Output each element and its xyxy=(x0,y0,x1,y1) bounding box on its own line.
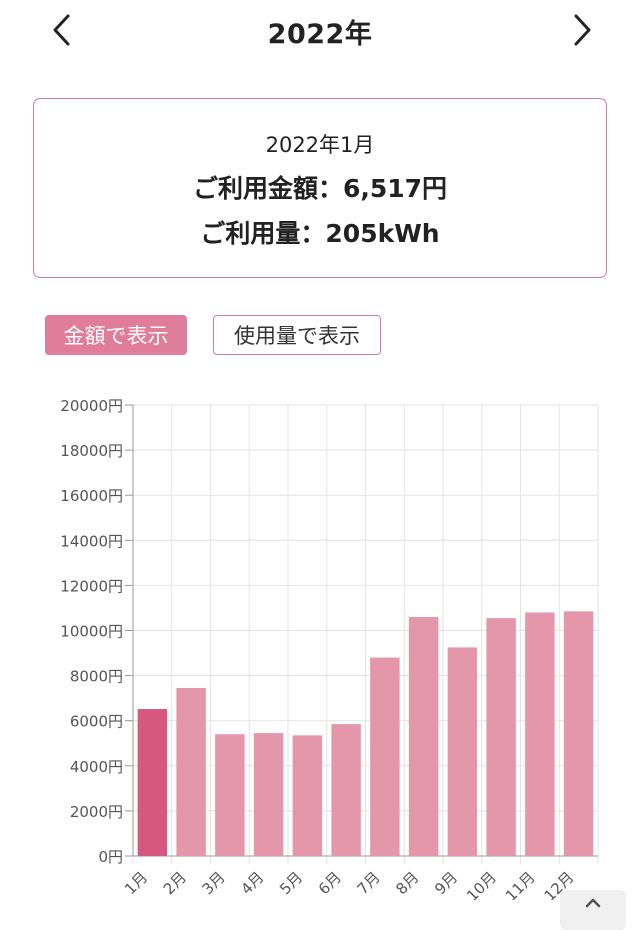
bar-5月[interactable] xyxy=(292,735,323,856)
bar-2月[interactable] xyxy=(176,688,206,856)
bar-1月[interactable] xyxy=(137,709,168,856)
x-tick-label: 2月 xyxy=(160,868,190,898)
x-tick-label: 3月 xyxy=(199,868,229,898)
bar-6月[interactable] xyxy=(331,724,361,856)
show-by-usage-button[interactable]: 使用量で表示 xyxy=(213,315,381,355)
y-tick-label: 18000円 xyxy=(60,442,123,460)
bar-8月[interactable] xyxy=(408,616,439,856)
chevron-left-icon xyxy=(53,14,70,46)
monthly-amount-bar-chart: 0円 2000円 4000円 6000円 8000円 10000円 12000円 14000円… xyxy=(60,397,599,900)
x-tick-label: 1月 xyxy=(121,868,151,898)
y-tick-label: 8000円 xyxy=(70,668,123,686)
bar-12月[interactable] xyxy=(563,611,594,856)
y-tick-label: 0円 xyxy=(98,848,123,866)
y-tick-label: 12000円 xyxy=(60,577,123,595)
prev-year-button[interactable] xyxy=(42,8,82,52)
scroll-top-button[interactable] xyxy=(560,890,626,930)
summary-usage: ご利用量：205kWh xyxy=(200,219,440,248)
x-tick-label: 5月 xyxy=(276,868,306,898)
y-tick-label: 20000円 xyxy=(60,397,123,415)
y-tick-label: 4000円 xyxy=(70,758,123,776)
x-tick-label: 11月 xyxy=(502,868,539,900)
x-tick-label: 4月 xyxy=(237,868,267,898)
chevron-up-icon xyxy=(585,898,601,908)
y-tick-label: 10000円 xyxy=(60,623,123,641)
x-tick-label: 8月 xyxy=(392,868,422,898)
summary-month: 2022年1月 xyxy=(265,133,375,157)
bar-9月[interactable] xyxy=(447,647,478,856)
y-tick-label: 14000円 xyxy=(60,532,123,550)
bar-10月[interactable] xyxy=(486,618,516,856)
next-year-button[interactable] xyxy=(562,8,602,52)
x-tick-label: 10月 xyxy=(463,868,500,900)
header: 2022年 xyxy=(0,0,640,62)
year-title: 2022年 xyxy=(267,19,373,50)
bar-4月[interactable] xyxy=(253,733,284,856)
bar-3月[interactable] xyxy=(215,734,245,856)
x-tick-label: 7月 xyxy=(354,868,384,898)
y-tick-label: 2000円 xyxy=(70,803,123,821)
monthly-summary-card: 2022年1月 ご利用金額：6,517円 ご利用量：205kWh xyxy=(33,98,607,278)
x-tick-label: 6月 xyxy=(315,868,345,898)
x-tick-label: 9月 xyxy=(431,868,461,898)
y-tick-label: 16000円 xyxy=(60,487,123,505)
summary-amount: ご利用金額：6,517円 xyxy=(192,174,448,203)
chevron-right-icon xyxy=(574,14,591,46)
y-tick-label: 6000円 xyxy=(70,713,123,731)
bar-11月[interactable] xyxy=(525,612,555,856)
show-by-amount-button[interactable]: 金額で表示 xyxy=(45,315,187,355)
bar-7月[interactable] xyxy=(370,657,400,856)
